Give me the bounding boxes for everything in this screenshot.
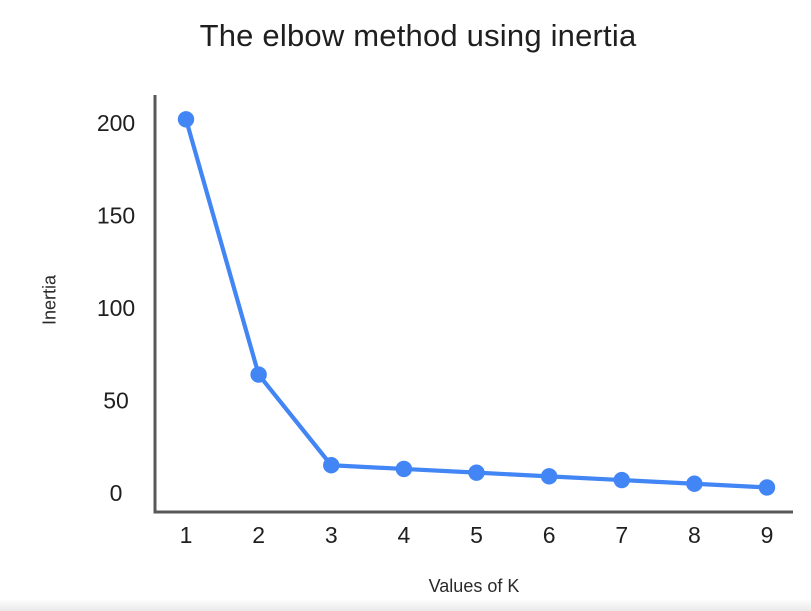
data-point-k4 — [395, 460, 413, 478]
x-axis-title: Values of K — [428, 576, 520, 596]
data-point-k6 — [540, 468, 558, 485]
inertia-line — [183, 117, 770, 490]
x-tick-label: 6 — [543, 522, 556, 548]
x-tick-label: 2 — [252, 522, 265, 548]
data-point-k7 — [613, 471, 630, 489]
x-tick-label: 3 — [325, 522, 338, 548]
chart-title: The elbow method using inertia — [199, 18, 637, 53]
data-point-k3 — [323, 457, 340, 474]
y-tick-label: 100 — [97, 295, 135, 321]
x-tick-label: 7 — [615, 522, 628, 548]
data-point-k1 — [177, 111, 195, 128]
axes-lines — [153, 95, 793, 514]
x-tick-label: 4 — [397, 522, 410, 548]
data-point-k8 — [686, 475, 703, 492]
x-tick-label: 8 — [688, 522, 701, 548]
y-tick-label: 50 — [103, 388, 129, 414]
y-tick-label: 0 — [110, 480, 123, 506]
data-point-k9 — [758, 479, 776, 496]
data-point-k5 — [468, 464, 485, 481]
y-tick-label: 200 — [97, 110, 135, 136]
data-point-k2 — [250, 366, 267, 383]
y-tick-label: 150 — [97, 203, 135, 229]
bottom-edge-fade — [0, 599, 811, 611]
x-tick-label: 5 — [470, 522, 483, 548]
x-tick-label: 9 — [761, 522, 774, 548]
x-tick-label: 1 — [180, 522, 193, 548]
